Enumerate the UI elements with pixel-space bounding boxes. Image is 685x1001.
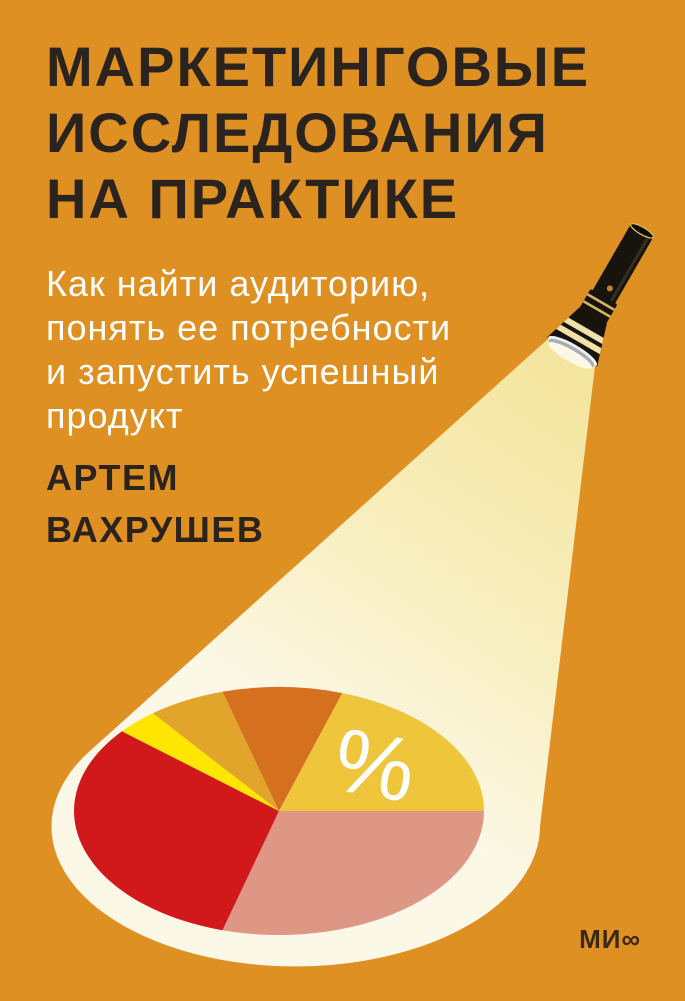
pie-slice-salmon (222, 811, 485, 936)
flashlight-end-cap (629, 222, 655, 239)
author-name: АРТЕМ ВАХРУШЕВ (46, 452, 264, 556)
pie-slice-ochre (152, 691, 279, 811)
subtitle-line: и запустить успешный (46, 351, 440, 392)
flashlight-lens-glow (548, 341, 592, 369)
pie-slice-dark-orange (222, 687, 343, 811)
title-line: ИССЛЕДОВАНИЯ (46, 101, 549, 164)
flashlight-head-stripe (550, 320, 609, 358)
percent-symbol: % (327, 710, 423, 822)
author-line: ВАХРУШЕВ (46, 509, 265, 550)
book-subtitle: Как найти аудиторию, понять ее потребнос… (46, 262, 451, 438)
flashlight-highlight (599, 236, 650, 321)
flashlight (546, 222, 655, 369)
flashlight-collar-ring (586, 293, 615, 311)
flashlight-collar-ring (582, 300, 611, 318)
subtitle-line: Как найти аудиторию, (46, 263, 431, 304)
subtitle-line: понять ее потребности (46, 307, 452, 348)
book-title: МАРКЕТИНГОВЫЕ ИССЛЕДОВАНИЯ НА ПРАКТИКЕ (46, 34, 590, 232)
publisher-logo: МИ∞ (579, 924, 641, 954)
flashlight-head-stripe (555, 311, 614, 349)
author-line: АРТЕМ (46, 457, 180, 498)
title-line: МАРКЕТИНГОВЫЕ (46, 35, 591, 98)
title-line: НА ПРАКТИКЕ (46, 167, 460, 230)
pie-slice-golden (279, 693, 484, 811)
subtitle-line: продукт (46, 395, 184, 436)
pie-slice-red (74, 731, 279, 931)
flashlight-button (606, 285, 613, 292)
pie-chart (74, 687, 485, 936)
pie-slice-yellow (122, 713, 279, 811)
